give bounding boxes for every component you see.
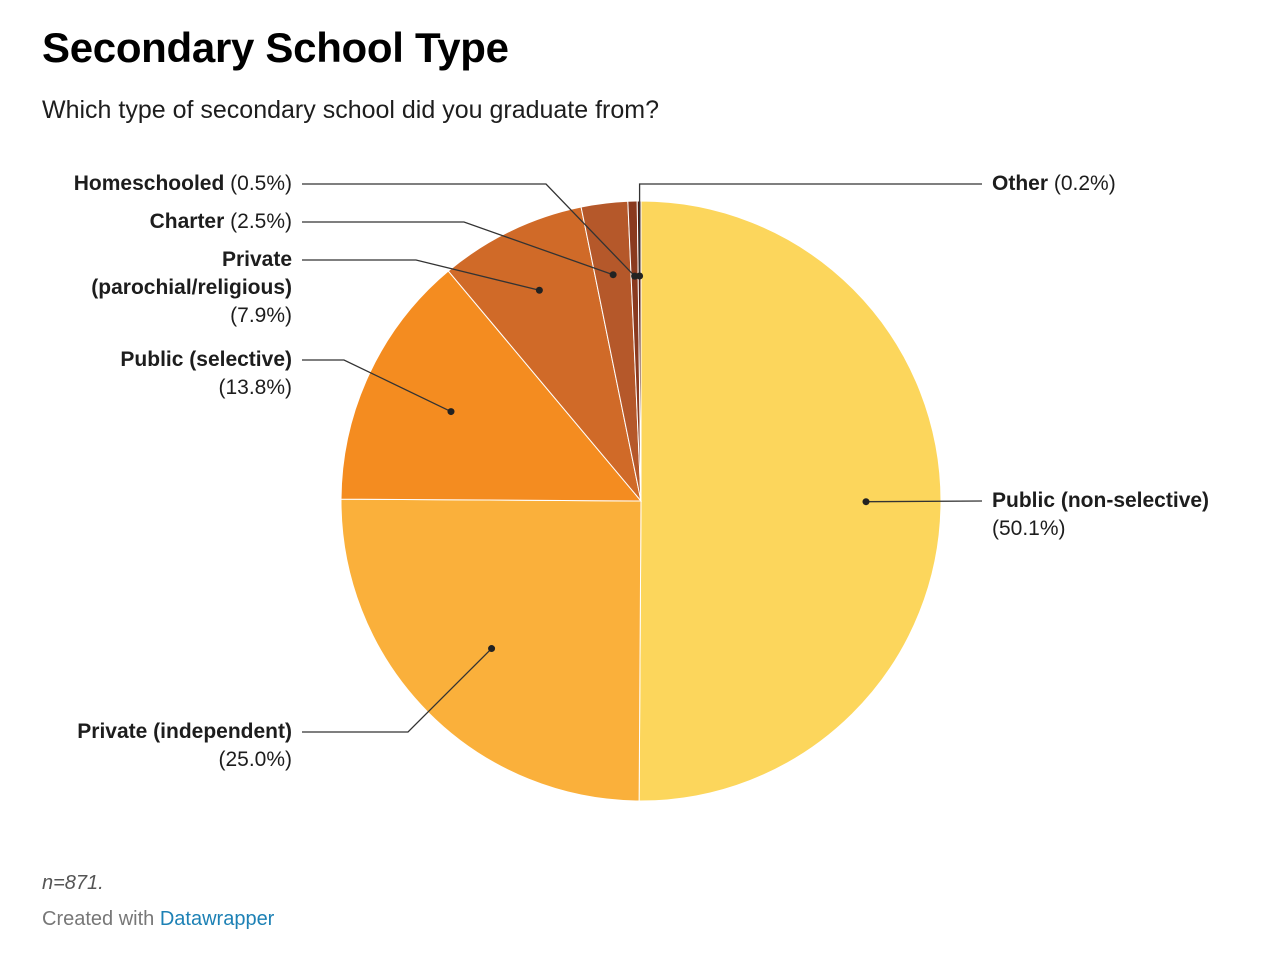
slice-name: Private (independent) bbox=[77, 720, 292, 743]
slice-name-line1: Private bbox=[221, 248, 292, 271]
pie-slice-private-parochial-religious[interactable] bbox=[447, 206, 642, 502]
leader-line-public-non-selective bbox=[865, 500, 983, 503]
slice-label-private-independent: Private (independent) (25.0%) bbox=[77, 718, 292, 774]
leader-dot-other bbox=[636, 272, 644, 280]
slice-name: Public (selective) bbox=[120, 348, 292, 371]
leader-line-private-parochial-religious bbox=[302, 259, 540, 291]
slice-label-charter: Charter (2.5%) bbox=[150, 208, 292, 236]
leader-dot-homeschooled bbox=[631, 272, 639, 280]
sample-size-note: n=871. bbox=[42, 872, 104, 894]
chart-title: Secondary School Type bbox=[42, 24, 509, 71]
leader-lines bbox=[302, 183, 983, 733]
pie-slice-public-non-selective[interactable] bbox=[638, 200, 942, 802]
slice-name: Homeschooled bbox=[73, 172, 225, 195]
slice-value: (0.5%) bbox=[230, 172, 292, 195]
leader-line-other bbox=[638, 183, 982, 277]
slice-value: (13.8%) bbox=[218, 376, 292, 399]
slice-name: Other bbox=[992, 172, 1049, 195]
chart-subtitle: Which type of secondary school did you g… bbox=[42, 96, 660, 124]
credit-prefix: Created with bbox=[42, 908, 155, 930]
leader-dot-charter bbox=[609, 271, 617, 279]
leader-dot-public-selective bbox=[447, 408, 455, 416]
datawrapper-link[interactable]: Datawrapper bbox=[159, 908, 275, 930]
leader-line-private-independent bbox=[302, 648, 493, 733]
leader-line-charter bbox=[302, 221, 614, 276]
slice-value: (50.1%) bbox=[992, 517, 1066, 540]
slice-label-private-parochial: Private (parochial/religious) (7.9%) bbox=[91, 246, 292, 330]
slice-name: Charter bbox=[149, 210, 225, 233]
leader-dot-public-non-selective bbox=[862, 498, 870, 506]
leader-dot-private-independent bbox=[488, 645, 496, 653]
leader-line-homeschooled bbox=[302, 183, 636, 277]
slice-value: (2.5%) bbox=[230, 210, 292, 233]
leader-dot-private-parochial-religious bbox=[535, 286, 543, 294]
credit-line: Created with Datawrapper bbox=[42, 908, 274, 931]
slice-label-other: Other (0.2%) bbox=[992, 170, 1116, 198]
leader-line-public-selective bbox=[302, 359, 452, 413]
slice-name: Public (non-selective) bbox=[992, 489, 1210, 512]
pie-slices bbox=[340, 200, 942, 802]
slice-value: (25.0%) bbox=[218, 748, 292, 771]
slice-value: (0.2%) bbox=[1053, 172, 1116, 195]
slice-value: (7.9%) bbox=[230, 304, 292, 327]
slice-name-line2: (parochial/religious) bbox=[91, 276, 292, 299]
slice-label-homeschooled: Homeschooled (0.5%) bbox=[74, 170, 292, 198]
slice-label-public-non-selective: Public (non-selective) (50.1%) bbox=[992, 487, 1209, 543]
slice-label-public-selective: Public (selective) (13.8%) bbox=[120, 346, 292, 402]
pie-slice-public-selective[interactable] bbox=[340, 270, 643, 502]
